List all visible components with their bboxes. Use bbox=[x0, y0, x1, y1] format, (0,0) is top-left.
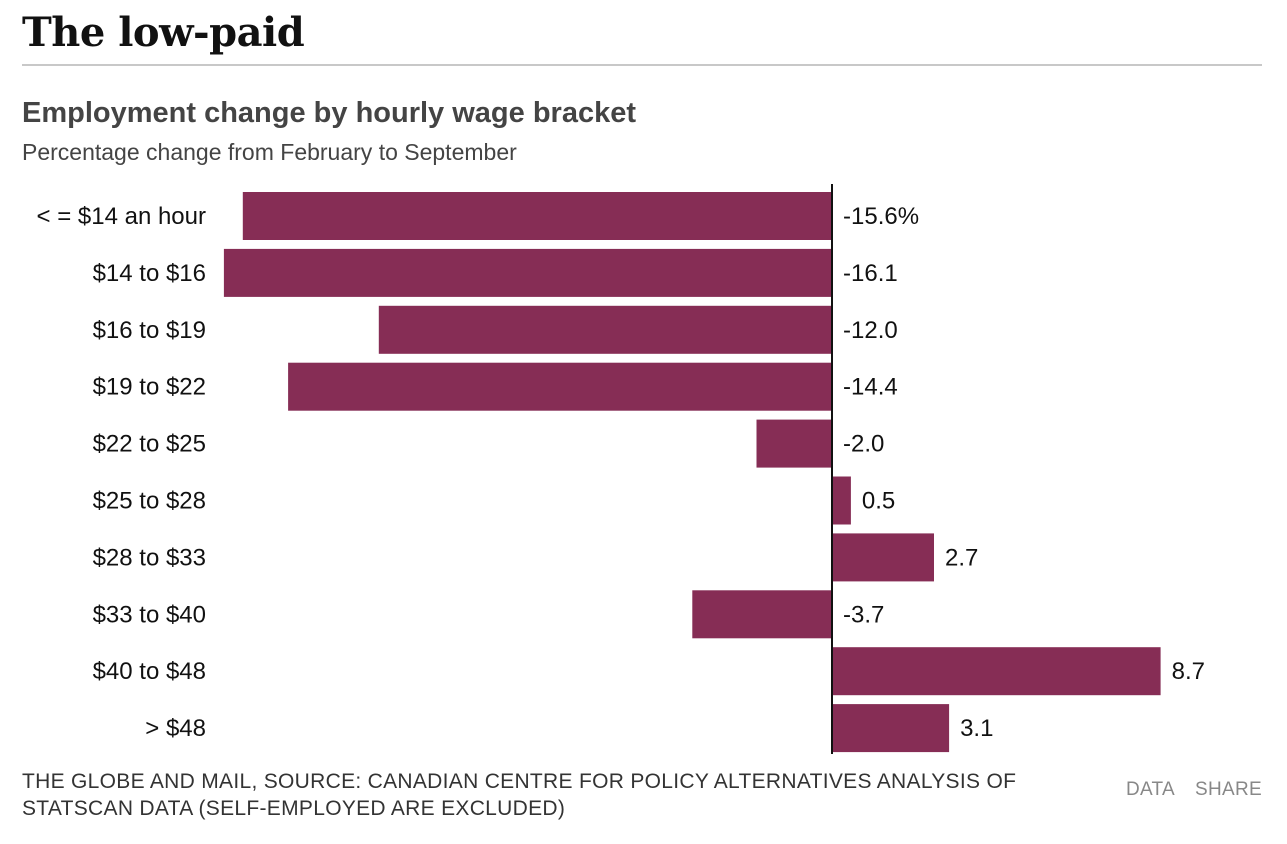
category-label: $28 to $33 bbox=[93, 544, 206, 571]
bar bbox=[378, 305, 832, 354]
headline-divider bbox=[22, 64, 1262, 66]
value-label: -12.0 bbox=[843, 317, 898, 344]
value-label: 3.1 bbox=[960, 715, 993, 742]
category-label: $16 to $19 bbox=[93, 317, 206, 344]
share-link[interactable]: SHARE bbox=[1195, 779, 1262, 800]
value-label: -15.6% bbox=[843, 203, 919, 230]
value-label: -16.1 bbox=[843, 260, 898, 287]
bar bbox=[242, 192, 833, 240]
category-label: $14 to $16 bbox=[93, 260, 206, 287]
category-label: $40 to $48 bbox=[93, 658, 206, 685]
value-label: 0.5 bbox=[862, 488, 895, 515]
bar bbox=[832, 647, 1161, 696]
category-label: < = $14 an hour bbox=[37, 203, 206, 230]
chart-subtitle: Percentage change from February to Septe… bbox=[22, 139, 517, 165]
source-note: THE GLOBE AND MAIL, SOURCE: CANADIAN CEN… bbox=[22, 770, 1017, 820]
value-label: 2.7 bbox=[945, 544, 978, 571]
value-label: -2.0 bbox=[843, 431, 884, 458]
footer-links: DATA SHARE bbox=[1126, 778, 1262, 802]
bar bbox=[223, 248, 832, 297]
category-label: $33 to $40 bbox=[93, 601, 206, 628]
bar bbox=[832, 476, 851, 525]
category-label: > $48 bbox=[145, 715, 206, 742]
chart-title: Employment change by hourly wage bracket bbox=[22, 97, 636, 129]
bar bbox=[832, 704, 950, 753]
bar bbox=[832, 533, 934, 582]
bar bbox=[756, 419, 832, 468]
data-link[interactable]: DATA bbox=[1125, 779, 1176, 800]
value-label: -3.7 bbox=[843, 601, 884, 628]
bar-chart: < = $14 an hour -15.6% $14 to $16 -16.1 $16 … bbox=[37, 184, 1205, 754]
value-label: 8.7 bbox=[1172, 658, 1205, 685]
bar bbox=[692, 590, 832, 639]
headline: The low-paid bbox=[22, 9, 305, 56]
category-label: $25 to $28 bbox=[93, 488, 206, 515]
bar bbox=[288, 362, 833, 411]
value-label: -14.4 bbox=[843, 374, 898, 401]
category-label: $22 to $25 bbox=[93, 431, 206, 458]
category-label: $19 to $22 bbox=[93, 374, 206, 401]
